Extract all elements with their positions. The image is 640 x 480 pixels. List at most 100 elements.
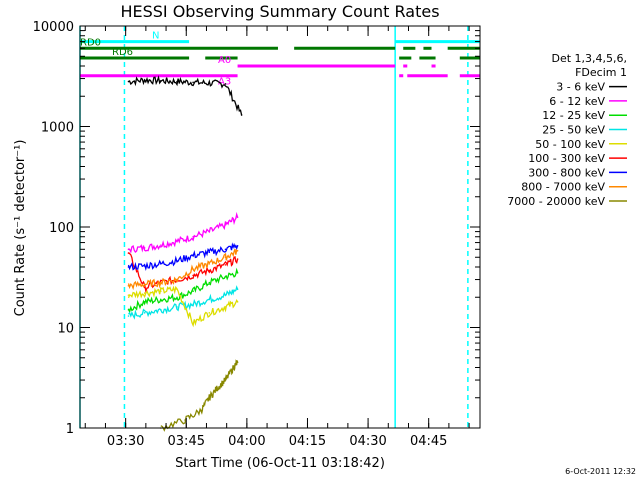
series-point	[224, 248, 227, 251]
legend-label: 50 - 100 keV	[535, 138, 605, 151]
series-point	[208, 298, 211, 301]
y-tick-label: 1000	[41, 121, 74, 136]
series-point	[160, 298, 162, 301]
legend-title-line: Det 1,3,4,5,6,	[551, 52, 627, 65]
series-point	[208, 82, 211, 84]
series-point	[224, 294, 227, 296]
series-point	[127, 284, 130, 287]
series-line-5	[127, 285, 239, 328]
series-point	[192, 303, 194, 306]
series-point	[176, 288, 178, 291]
legend-label: 25 - 50 keV	[542, 124, 605, 137]
series-line-8	[127, 248, 238, 291]
series-point	[127, 252, 130, 254]
series-point	[143, 286, 146, 289]
plot-area: N RD0 RD6 A0 A3	[79, 26, 480, 432]
series-point	[224, 275, 227, 278]
plot-frame	[79, 25, 481, 429]
series-point	[208, 281, 211, 284]
series-point	[208, 396, 211, 399]
chart-title: HESSI Observing Summary Count Rates	[120, 2, 439, 21]
series-point	[160, 281, 162, 284]
series-point	[127, 294, 130, 296]
x-tick-label: 04:00	[228, 434, 265, 449]
state-bar-label-n: N	[152, 31, 159, 42]
x-tick-label: 03:30	[107, 434, 144, 449]
series-point	[192, 81, 194, 84]
series-point	[236, 272, 239, 274]
y-axis-label: Count Rate (s⁻¹ detector⁻¹)	[13, 140, 28, 317]
series-point	[192, 290, 194, 292]
x-axis-label: Start Time (06-Oct-11 03:18:42)	[175, 456, 385, 471]
series-point	[224, 256, 227, 259]
series-point	[143, 301, 146, 303]
series-point	[143, 247, 146, 249]
series-point	[143, 79, 146, 81]
series-point	[216, 387, 219, 389]
series-point	[176, 80, 178, 83]
series-point	[127, 309, 130, 311]
footer-timestamp: 6-Oct-2011 12:32	[565, 467, 636, 476]
x-tick-label: 03:45	[168, 434, 205, 449]
legend-label: 100 - 300 keV	[528, 152, 605, 165]
series-point	[200, 409, 203, 412]
series-point	[143, 312, 146, 314]
series-point	[192, 274, 194, 277]
series-point	[236, 245, 239, 247]
legend-label: 12 - 25 keV	[542, 109, 605, 122]
state-bar-label-rd6: RD6	[112, 47, 133, 58]
series-line-6	[128, 252, 239, 293]
series-point	[236, 258, 239, 260]
series-point	[224, 264, 227, 266]
y-tick-label: 10000	[33, 20, 74, 35]
series-point	[208, 251, 211, 254]
series-line-7	[127, 242, 239, 271]
series-point	[143, 283, 146, 285]
legend-label: 6 - 12 keV	[549, 95, 605, 108]
series-point	[224, 224, 227, 226]
series-line-1	[128, 75, 243, 116]
series-point	[176, 306, 178, 308]
series-point	[208, 230, 211, 233]
series-point	[176, 240, 178, 243]
legend-title-line: FDecim 1	[575, 66, 627, 79]
y-tick-label: 100	[49, 221, 74, 236]
series-point	[127, 266, 130, 268]
legend-label: 7000 - 20000 keV	[507, 195, 605, 208]
series-point	[127, 248, 130, 251]
series-point	[236, 301, 239, 303]
series-point	[192, 268, 194, 271]
x-tick-label: 04:15	[289, 434, 326, 449]
series-point	[160, 79, 162, 82]
series-line-2	[128, 211, 239, 254]
series-point	[208, 263, 211, 265]
series-point	[143, 292, 146, 294]
legend-label: 3 - 6 keV	[556, 81, 605, 94]
y-tick-label: 1	[66, 422, 74, 437]
series-point	[184, 419, 186, 421]
legend-label: 800 - 7000 keV	[521, 181, 605, 194]
series-point	[208, 312, 211, 314]
series-point	[236, 216, 239, 219]
x-tick-label: 04:30	[349, 434, 386, 449]
series-point	[192, 254, 194, 257]
series-point	[176, 278, 178, 281]
series-point	[236, 361, 239, 364]
series-line-9	[160, 359, 239, 432]
series-point	[160, 244, 162, 246]
series-point	[232, 366, 235, 369]
series-point	[224, 83, 227, 85]
series-point	[192, 235, 194, 238]
state-bar-label-rd0: RD0	[80, 37, 101, 48]
series-point	[127, 315, 130, 317]
series-point	[143, 265, 146, 267]
series-point	[127, 80, 130, 83]
series-point	[240, 114, 243, 116]
series-point	[208, 269, 211, 272]
series-point	[224, 379, 227, 381]
series-point	[224, 306, 227, 308]
state-bar-label-a3: A3	[218, 77, 231, 88]
series-point	[236, 249, 239, 252]
series-line-4	[127, 285, 239, 320]
